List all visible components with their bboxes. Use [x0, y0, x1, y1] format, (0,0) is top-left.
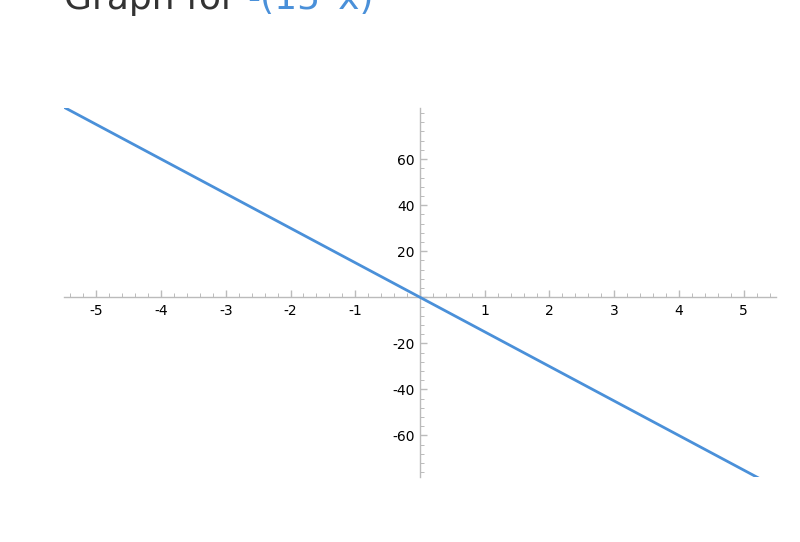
Text: Graph for: Graph for: [64, 0, 247, 16]
Text: -(15*x): -(15*x): [247, 0, 374, 16]
